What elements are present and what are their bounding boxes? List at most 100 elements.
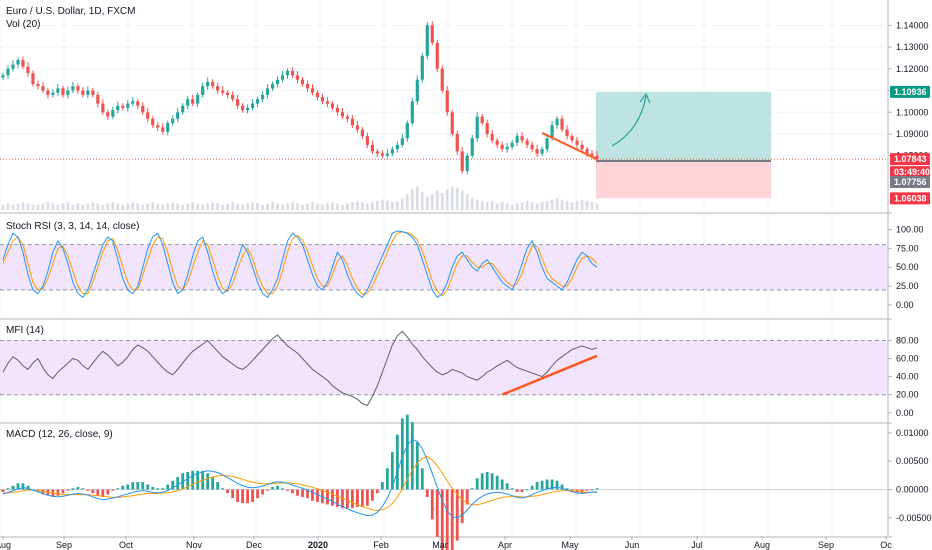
candle[interactable]: [86, 90, 90, 95]
candle[interactable]: [31, 73, 35, 85]
candle[interactable]: [425, 25, 429, 56]
candle[interactable]: [320, 97, 325, 102]
candle[interactable]: [490, 133, 494, 141]
candle[interactable]: [255, 99, 260, 104]
candle[interactable]: [535, 149, 539, 154]
candle[interactable]: [236, 99, 240, 106]
candle[interactable]: [66, 90, 70, 95]
candle[interactable]: [176, 112, 180, 119]
candle[interactable]: [101, 103, 105, 113]
candle[interactable]: [1, 75, 5, 78]
candle[interactable]: [231, 94, 235, 100]
stoch-k-line[interactable]: [2, 230, 598, 299]
stop-zone[interactable]: [596, 160, 771, 199]
candle[interactable]: [570, 136, 574, 141]
candle[interactable]: [500, 144, 504, 150]
candle[interactable]: [465, 155, 469, 171]
candle[interactable]: [260, 94, 265, 100]
candle[interactable]: [495, 140, 499, 145]
candle[interactable]: [370, 144, 374, 152]
candle[interactable]: [81, 90, 85, 95]
candle[interactable]: [196, 94, 200, 104]
candle[interactable]: [245, 107, 250, 111]
candle[interactable]: [355, 125, 360, 130]
candle[interactable]: [470, 138, 474, 156]
candle[interactable]: [400, 138, 404, 145]
candle[interactable]: [76, 86, 80, 91]
candle[interactable]: [415, 79, 419, 102]
candle[interactable]: [375, 151, 379, 154]
candle[interactable]: [365, 136, 369, 145]
candle[interactable]: [61, 88, 65, 95]
candle[interactable]: [285, 70, 290, 76]
candle[interactable]: [106, 112, 110, 117]
candle[interactable]: [550, 125, 554, 139]
candle[interactable]: [310, 88, 315, 93]
candle[interactable]: [525, 140, 529, 145]
projection-arrow[interactable]: [611, 95, 647, 147]
mfi-trendline[interactable]: [501, 354, 598, 396]
candle[interactable]: [510, 142, 514, 148]
candle[interactable]: [171, 118, 175, 124]
candle[interactable]: [280, 75, 285, 80]
candle[interactable]: [161, 127, 165, 132]
candle[interactable]: [96, 94, 100, 104]
candle[interactable]: [485, 123, 489, 134]
candle[interactable]: [505, 147, 509, 150]
candle[interactable]: [440, 68, 444, 91]
candle[interactable]: [480, 116, 484, 124]
candle[interactable]: [126, 103, 130, 108]
candle[interactable]: [191, 99, 195, 104]
candle[interactable]: [360, 129, 364, 137]
candle[interactable]: [26, 66, 30, 74]
candle[interactable]: [156, 125, 160, 128]
candle[interactable]: [116, 105, 120, 111]
candle[interactable]: [540, 149, 544, 154]
candle[interactable]: [595, 155, 599, 160]
candle[interactable]: [136, 101, 140, 106]
candle[interactable]: [71, 86, 75, 91]
candle[interactable]: [91, 90, 95, 95]
candle[interactable]: [201, 86, 205, 95]
candle[interactable]: [515, 136, 519, 143]
candle[interactable]: [395, 144, 399, 150]
candle[interactable]: [560, 118, 564, 130]
price-trendline[interactable]: [541, 131, 598, 161]
candle[interactable]: [330, 103, 335, 108]
candle[interactable]: [380, 153, 384, 156]
candle[interactable]: [405, 123, 409, 139]
candle[interactable]: [240, 105, 245, 111]
candle[interactable]: [270, 84, 275, 89]
candle[interactable]: [16, 60, 20, 65]
candle[interactable]: [350, 118, 355, 126]
candle[interactable]: [430, 25, 434, 43]
candle[interactable]: [585, 149, 589, 154]
candle[interactable]: [590, 153, 594, 156]
candle[interactable]: [41, 86, 45, 91]
candle[interactable]: [11, 64, 15, 69]
candle[interactable]: [460, 151, 464, 171]
macd-signal-line[interactable]: [3, 456, 597, 512]
candle[interactable]: [340, 112, 345, 117]
candle[interactable]: [36, 84, 40, 87]
candle[interactable]: [345, 116, 350, 119]
candle[interactable]: [445, 90, 449, 113]
candle[interactable]: [111, 110, 115, 117]
candle[interactable]: [141, 105, 145, 113]
candle[interactable]: [206, 81, 210, 87]
candle[interactable]: [56, 88, 60, 93]
candle[interactable]: [146, 112, 150, 119]
target-zone[interactable]: [596, 91, 771, 161]
macd-line[interactable]: [2, 439, 598, 519]
candle[interactable]: [265, 88, 270, 95]
candle[interactable]: [385, 153, 389, 156]
candle[interactable]: [530, 144, 534, 150]
candle[interactable]: [575, 140, 579, 145]
candle[interactable]: [410, 101, 414, 124]
candle[interactable]: [325, 101, 330, 104]
candle[interactable]: [335, 107, 340, 113]
candle[interactable]: [435, 42, 439, 69]
candle[interactable]: [151, 118, 155, 126]
candle[interactable]: [166, 123, 170, 132]
candle[interactable]: [420, 55, 424, 80]
